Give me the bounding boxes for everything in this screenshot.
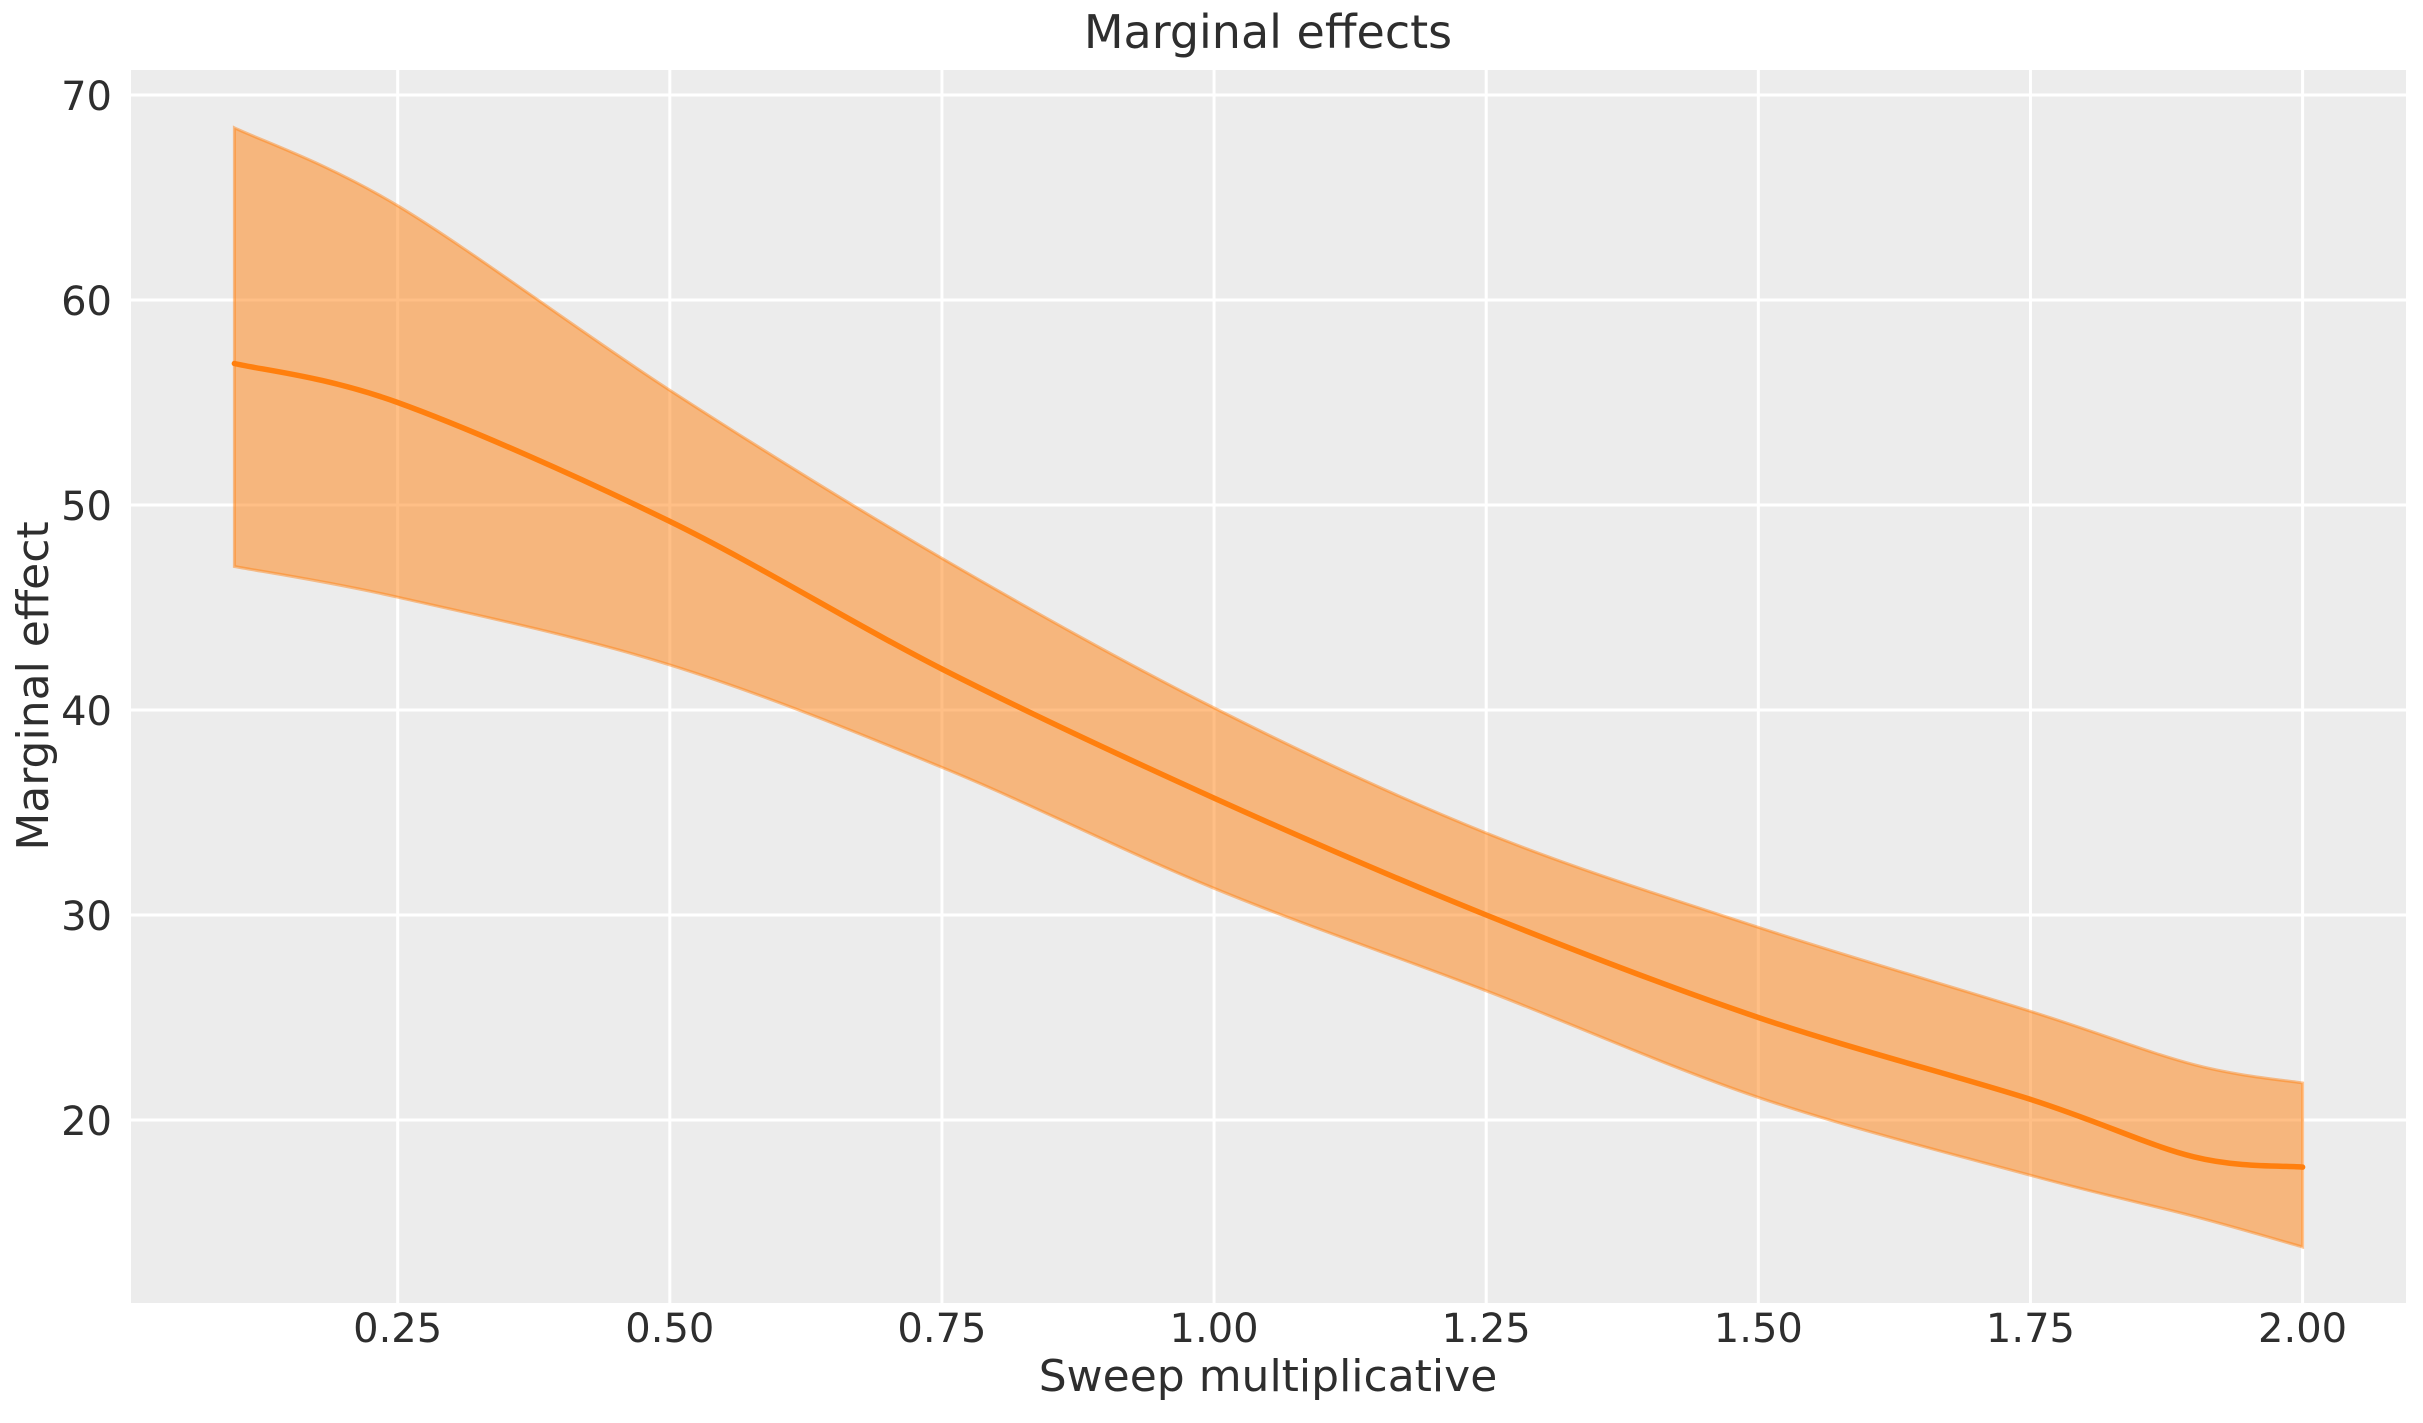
chart-title: Marginal effects	[1083, 5, 1453, 59]
confidence-band	[232, 125, 2305, 1249]
x-tick-label: 1.75	[1986, 1306, 2075, 1352]
x-tick-label: 0.50	[625, 1306, 714, 1352]
tick-labels: 0.25 0.50 0.75 1.00 1.25 1.50 1.75 2.00 20 30 40 50…	[61, 74, 2347, 1352]
y-tick-label: 20	[61, 1099, 112, 1145]
x-tick-label: 0.75	[897, 1306, 986, 1352]
x-tick-label: 0.25	[353, 1306, 442, 1352]
y-tick-label: 30	[61, 894, 112, 940]
y-tick-label: 60	[61, 279, 112, 325]
trend-line	[231, 360, 2306, 1170]
x-axis-label: Sweep multiplicative	[1038, 1351, 1498, 1402]
y-tick-label: 50	[61, 484, 112, 530]
x-tick-label: 1.50	[1714, 1306, 1803, 1352]
x-tick-label: 1.00	[1170, 1306, 1259, 1352]
y-tick-label: 40	[61, 689, 112, 735]
x-tick-label: 2.00	[2258, 1306, 2347, 1352]
y-axis-label: Marginal effect	[8, 521, 59, 851]
x-tick-label: 1.25	[1442, 1306, 1531, 1352]
y-tick-label: 70	[61, 74, 112, 120]
